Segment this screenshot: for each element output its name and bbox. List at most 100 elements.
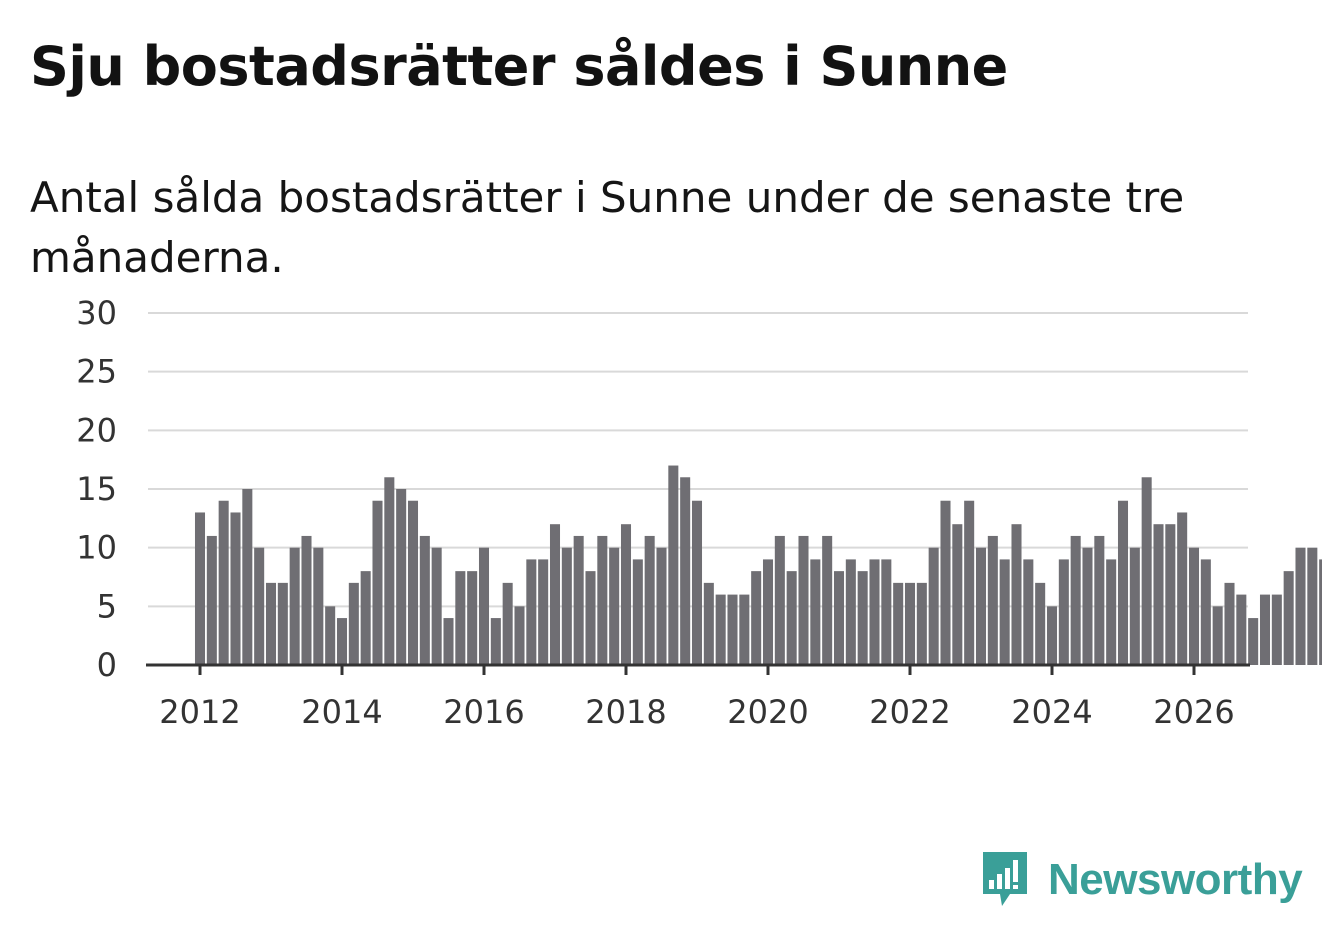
bar (916, 582, 927, 665)
x-tick-label: 2014 (301, 693, 382, 731)
y-axis-ticks: 0 5 10 15 20 25 30 (76, 294, 117, 684)
bar (1319, 559, 1322, 665)
bar (538, 559, 549, 665)
bar (1295, 547, 1306, 665)
y-tick-label: 5 (97, 587, 117, 625)
bar (1212, 606, 1223, 665)
bar (987, 535, 998, 665)
bar (549, 524, 561, 665)
bar (762, 559, 774, 665)
bar (1035, 582, 1046, 665)
bar (407, 500, 419, 665)
y-tick-label: 10 (76, 529, 117, 567)
bar (668, 465, 679, 665)
bar (1188, 547, 1200, 665)
x-axis-ticks: 2012 2014 2016 2018 2020 2022 2024 2026 (159, 665, 1235, 731)
bar (1165, 524, 1176, 665)
bar (218, 500, 229, 665)
bar (822, 535, 833, 665)
newsworthy-logo-icon (983, 852, 1027, 906)
bars (194, 465, 1322, 665)
newsworthy-logo: Newsworthy (980, 850, 1303, 910)
x-tick-label: 2022 (869, 693, 950, 731)
bar (940, 500, 951, 665)
bar (857, 571, 868, 665)
bar (786, 571, 797, 665)
bar (348, 582, 359, 665)
bar (360, 571, 371, 665)
bar (230, 512, 241, 665)
x-tick-label: 2012 (159, 693, 240, 731)
bar (1153, 524, 1164, 665)
bar (975, 547, 987, 665)
bar (833, 571, 845, 665)
bar (1177, 512, 1188, 665)
x-tick-label: 2016 (443, 693, 524, 731)
bar (313, 547, 324, 665)
bar (952, 524, 963, 665)
bar (680, 477, 691, 665)
bar (514, 606, 525, 665)
bar (1011, 524, 1022, 665)
bar (881, 559, 892, 665)
bar (691, 500, 703, 665)
bar (396, 489, 407, 665)
bar (1046, 606, 1058, 665)
bar (999, 559, 1010, 665)
bar (904, 582, 916, 665)
bar (1224, 582, 1235, 665)
x-tick-label: 2020 (727, 693, 808, 731)
x-tick-label: 2024 (1011, 693, 1092, 731)
bar (1271, 594, 1282, 665)
bar (632, 559, 643, 665)
bar (703, 582, 714, 665)
x-tick-label: 2026 (1153, 693, 1234, 731)
bar (277, 582, 288, 665)
bar (644, 535, 655, 665)
bar (431, 547, 442, 665)
y-tick-label: 30 (76, 294, 117, 332)
chart-title: Sju bostadsrätter såldes i Sunne (30, 35, 1008, 98)
bar (727, 594, 738, 665)
bar-chart: 0 5 10 15 20 25 30 2012 2014 2016 2018 2020 2022 202… (76, 294, 1322, 731)
bar (265, 582, 277, 665)
bar (751, 571, 762, 665)
bar (1106, 559, 1117, 665)
bar (384, 477, 395, 665)
bar (526, 559, 537, 665)
bar (372, 500, 383, 665)
bar (194, 512, 206, 665)
bar (1129, 547, 1140, 665)
bar (1200, 559, 1211, 665)
bar (478, 547, 490, 665)
y-tick-label: 15 (76, 470, 117, 508)
bar (336, 618, 348, 665)
newsworthy-logo-text: Newsworthy (1048, 855, 1303, 904)
bar (1094, 535, 1105, 665)
bar (206, 535, 217, 665)
bar (301, 535, 312, 665)
bar (1283, 571, 1294, 665)
bar (1141, 477, 1152, 665)
bar (1307, 547, 1318, 665)
y-tick-label: 25 (76, 353, 117, 391)
y-tick-label: 0 (97, 646, 117, 684)
bar (798, 535, 809, 665)
bar (620, 524, 632, 665)
chart-subtitle: Antal sålda bostadsrätter i Sunne under … (30, 173, 1185, 282)
bar (893, 582, 904, 665)
bar (1248, 618, 1259, 665)
bar (656, 547, 667, 665)
bar (964, 500, 975, 665)
bar (1082, 547, 1093, 665)
y-tick-label: 20 (76, 411, 117, 449)
bar (1259, 594, 1271, 665)
bar (1117, 500, 1129, 665)
bar (845, 559, 856, 665)
bar (490, 618, 501, 665)
bar (1070, 535, 1081, 665)
x-tick-label: 2018 (585, 693, 666, 731)
bar (502, 582, 513, 665)
bar (254, 547, 265, 665)
bar (585, 571, 596, 665)
